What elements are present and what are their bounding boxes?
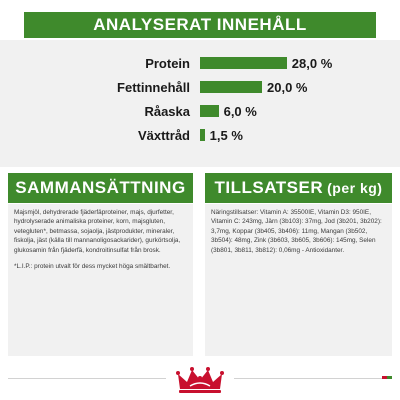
- analysis-bar: [200, 57, 287, 69]
- analysis-bar: [200, 81, 262, 93]
- composition-note: *L.I.P.: protein utvalt för dess mycket …: [14, 263, 171, 271]
- composition-title: SAMMANSÄTTNING: [8, 173, 193, 203]
- analysis-row-label: Protein: [145, 55, 190, 71]
- analysis-bar: [200, 105, 219, 117]
- analysis-row-fat: Fettinnehåll 20,0 %: [0, 76, 400, 98]
- additives-text: Näringstillsatser: Vitamin A: 35500IE, V…: [211, 209, 382, 254]
- analysis-row-fiber: Växttråd 1,5 %: [0, 124, 400, 146]
- analysis-panel: Protein 28,0 % Fettinnehåll 20,0 % Råask…: [0, 40, 400, 167]
- analysis-row-protein: Protein 28,0 %: [0, 52, 400, 74]
- composition-title-text: SAMMANSÄTTNING: [15, 178, 186, 197]
- analysis-row-label: Fettinnehåll: [117, 79, 190, 95]
- analysis-row-ash: Råaska 6,0 %: [0, 100, 400, 122]
- analysis-title: ANALYSERAT INNEHÅLL: [24, 12, 376, 38]
- analysis-row-label: Råaska: [144, 103, 190, 119]
- brand-color-stripe: [382, 376, 392, 379]
- analysis-row-label: Växttråd: [137, 127, 190, 143]
- analysis-row-value: 6,0 %: [223, 103, 257, 119]
- composition-text: Majsmjöl, dehydrerade fjäderfäproteiner,…: [14, 209, 181, 254]
- composition-panel: Majsmjöl, dehydrerade fjäderfäproteiner,…: [8, 204, 193, 356]
- footer-divider-right: [234, 378, 392, 379]
- analysis-row-value: 1,5 %: [209, 127, 243, 143]
- analysis-bar: [200, 129, 205, 141]
- additives-title-text: TILLSATSER: [214, 178, 324, 197]
- royal-canin-crown-logo: [176, 367, 224, 393]
- footer-divider-left: [8, 378, 166, 379]
- additives-title: TILLSATSER (per kg): [205, 173, 392, 203]
- analysis-title-text: ANALYSERAT INNEHÅLL: [93, 15, 307, 34]
- analysis-row-value: 20,0 %: [267, 79, 308, 95]
- additives-unit: (per kg): [327, 180, 383, 196]
- additives-panel: Näringstillsatser: Vitamin A: 35500IE, V…: [205, 204, 392, 356]
- analysis-row-value: 28,0 %: [291, 55, 333, 71]
